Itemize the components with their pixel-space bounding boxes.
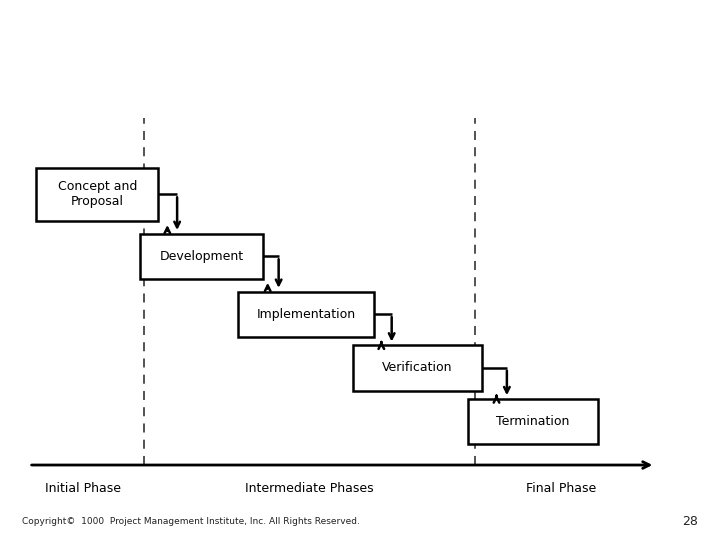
Bar [238,292,374,337]
Bar [353,345,482,390]
Text: Implementation: Implementation [256,308,356,321]
Text: Copyright©  1000  Project Management Institute, Inc. All Rights Reserved.: Copyright© 1000 Project Management Insti… [22,517,359,525]
Text: Initial Phase: Initial Phase [45,482,121,495]
Text: Termination: Termination [496,415,570,428]
Text: Concept and
Proposal: Concept and Proposal [58,180,137,208]
Bar [140,234,263,279]
Bar [468,399,598,444]
Text: Final Phase: Final Phase [526,482,597,495]
Text: 28: 28 [683,515,698,528]
Text: Project Life Cycle: Project Life Cycle [238,22,482,46]
Text: Development: Development [160,250,243,263]
Bar [36,167,158,221]
Text: Example Phases: Example Phases [287,60,433,78]
Text: Intermediate Phases: Intermediate Phases [246,482,374,495]
Text: Verification: Verification [382,361,453,374]
